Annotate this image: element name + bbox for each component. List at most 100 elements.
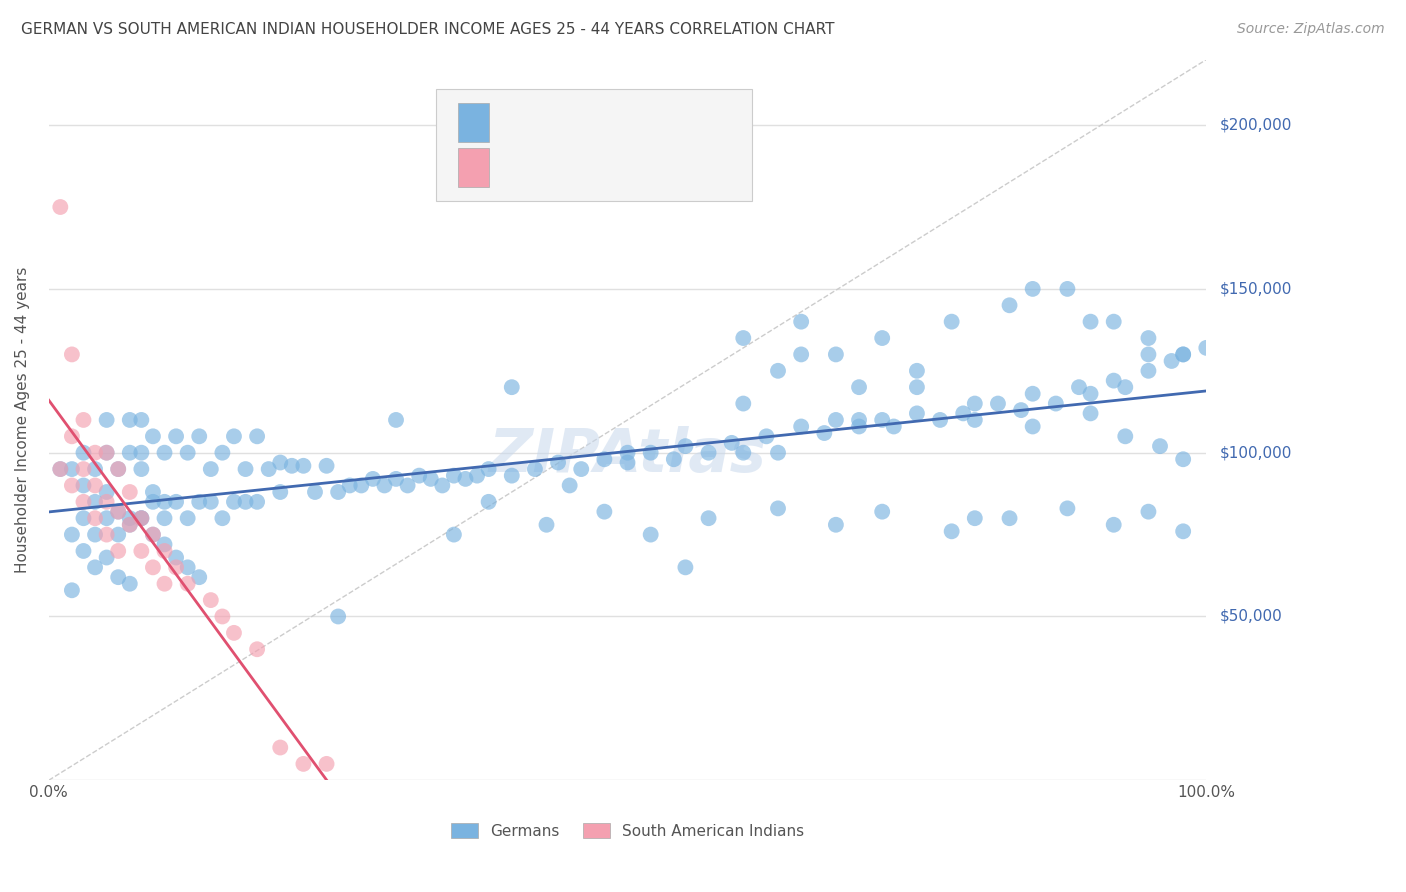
Point	[60, 462, 83, 476]
Point	[131, 446, 153, 460]
Point	[766, 446, 789, 460]
Point	[107, 462, 129, 476]
Point	[536, 517, 558, 532]
Point	[1102, 517, 1125, 532]
Point	[825, 517, 848, 532]
Point	[118, 413, 141, 427]
Point	[60, 478, 83, 492]
Point	[235, 495, 257, 509]
Point	[848, 413, 870, 427]
Point	[176, 576, 198, 591]
Point	[501, 380, 523, 394]
Point	[478, 462, 501, 476]
Point	[1160, 354, 1182, 368]
Point	[142, 429, 165, 443]
Text: $50,000: $50,000	[1220, 609, 1282, 624]
Point	[963, 511, 986, 525]
Point	[616, 446, 638, 460]
Point	[72, 478, 94, 492]
Point	[235, 462, 257, 476]
Point	[84, 446, 107, 460]
Point	[790, 419, 813, 434]
Point	[443, 468, 465, 483]
Point	[107, 462, 129, 476]
Point	[118, 576, 141, 591]
Point	[1114, 380, 1136, 394]
Point	[246, 495, 269, 509]
Point	[673, 560, 696, 574]
Point	[755, 429, 778, 443]
Point	[1021, 419, 1043, 434]
Point	[905, 364, 928, 378]
Text: Source: ZipAtlas.com: Source: ZipAtlas.com	[1237, 22, 1385, 37]
Y-axis label: Householder Income Ages 25 - 44 years: Householder Income Ages 25 - 44 years	[15, 267, 30, 574]
Point	[361, 472, 384, 486]
Point	[1102, 374, 1125, 388]
Point	[766, 501, 789, 516]
Point	[131, 511, 153, 525]
Point	[107, 505, 129, 519]
Point	[222, 429, 245, 443]
Point	[153, 576, 176, 591]
Point	[1045, 396, 1067, 410]
Point	[131, 511, 153, 525]
Point	[790, 315, 813, 329]
Point	[72, 544, 94, 558]
Point	[454, 472, 477, 486]
Point	[96, 527, 118, 541]
Text: $150,000: $150,000	[1220, 281, 1292, 296]
Point	[281, 458, 304, 473]
Text: R = -0.250   N =  34: R = -0.250 N = 34	[502, 160, 695, 175]
Point	[883, 419, 905, 434]
Point	[1021, 282, 1043, 296]
Point	[1173, 524, 1195, 539]
Point	[153, 544, 176, 558]
Point	[662, 452, 685, 467]
Point	[60, 429, 83, 443]
Point	[848, 419, 870, 434]
Point	[211, 446, 233, 460]
Point	[107, 527, 129, 541]
Point	[188, 429, 211, 443]
Point	[200, 462, 222, 476]
Point	[49, 462, 72, 476]
Point	[96, 485, 118, 500]
Point	[131, 544, 153, 558]
Point	[1149, 439, 1171, 453]
Point	[941, 524, 963, 539]
Text: $100,000: $100,000	[1220, 445, 1292, 460]
Point	[790, 347, 813, 361]
Point	[1010, 403, 1032, 417]
Point	[987, 396, 1010, 410]
Point	[1173, 452, 1195, 467]
Point	[118, 517, 141, 532]
Point	[292, 756, 315, 771]
Point	[292, 458, 315, 473]
Point	[131, 511, 153, 525]
Point	[733, 331, 755, 345]
Point	[269, 456, 291, 470]
Point	[60, 527, 83, 541]
Point	[443, 527, 465, 541]
Point	[131, 462, 153, 476]
Point	[49, 200, 72, 214]
Point	[952, 406, 974, 420]
Point	[941, 315, 963, 329]
Point	[118, 511, 141, 525]
Point	[1195, 341, 1218, 355]
Point	[165, 495, 187, 509]
Point	[107, 570, 129, 584]
Point	[269, 740, 291, 755]
Point	[929, 413, 952, 427]
Text: GERMAN VS SOUTH AMERICAN INDIAN HOUSEHOLDER INCOME AGES 25 - 44 YEARS CORRELATIO: GERMAN VS SOUTH AMERICAN INDIAN HOUSEHOL…	[21, 22, 835, 37]
Point	[188, 495, 211, 509]
Point	[998, 511, 1021, 525]
Point	[72, 462, 94, 476]
Point	[905, 406, 928, 420]
Point	[733, 396, 755, 410]
Point	[246, 429, 269, 443]
Point	[640, 446, 662, 460]
Point	[188, 570, 211, 584]
Point	[733, 446, 755, 460]
Point	[640, 527, 662, 541]
